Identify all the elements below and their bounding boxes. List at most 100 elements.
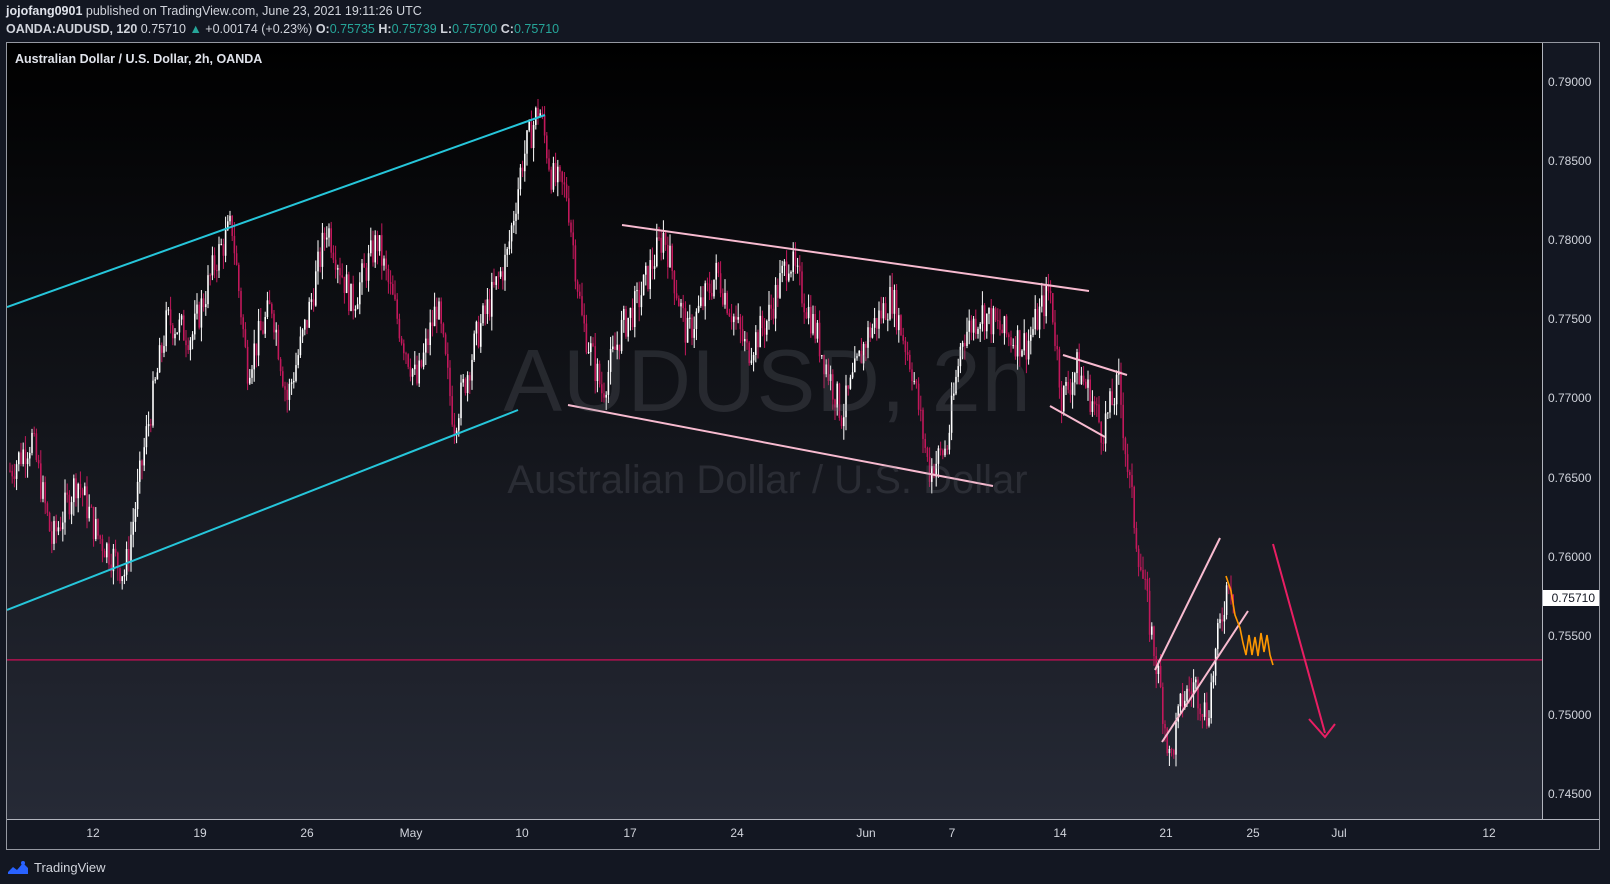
tradingview-brand[interactable]: TradingView [34,860,106,875]
candle-body [579,291,581,297]
candle-body [1168,748,1171,754]
candle-body [851,372,854,378]
descending-channel-upper[interactable] [621,224,1090,292]
candle-body [1162,687,1164,724]
candle-body [473,333,475,360]
wedge-lower[interactable] [1161,610,1249,743]
candle-body [1043,295,1045,317]
chart-frame [6,42,1600,850]
tradingview-logo-icon[interactable] [7,860,29,876]
candle-body [920,409,922,411]
candle-body [312,299,315,306]
candle-body [418,360,420,384]
candle-body [187,345,189,350]
candle-body [1113,404,1116,406]
flag-upper[interactable] [1062,354,1128,376]
candle-body [240,291,242,318]
candle-body [1166,728,1168,754]
candle-body [317,251,319,272]
candle-body [337,268,339,270]
candle-body [293,380,295,383]
author-name[interactable]: jojofang0901 [6,4,83,18]
candle-body [565,184,568,199]
candle-body [1023,333,1025,351]
candle-body [926,447,929,457]
candle-body [321,232,324,267]
price-tick-label: 0.78000 [1548,232,1592,247]
candle-body [365,267,368,281]
candle-body [350,283,352,311]
candle-body [453,424,456,435]
high-label: H: [378,22,392,36]
candle-body [1087,379,1089,388]
candle-body [843,417,845,427]
candle-body [508,241,511,249]
candle-body [878,310,880,329]
candle-body [678,298,680,307]
candle-body [475,321,478,334]
candle-body [112,548,115,572]
candle-body [381,235,383,266]
change-arrow: ▲ [189,22,202,36]
candle-body [904,340,907,353]
candle-body [194,313,196,335]
time-tick-label: 21 [1159,826,1173,840]
candle-body [460,382,462,419]
candle-body [521,167,524,172]
price-chart[interactable] [7,43,1542,819]
ascending-channel-upper[interactable] [7,114,546,308]
candle-body [574,245,577,282]
candle-body [290,382,293,384]
candle-body [224,229,227,256]
candle-body [1197,679,1199,709]
candle-body [343,276,346,293]
candle-body [18,452,20,465]
candle-body [398,318,401,339]
candle-body [103,550,106,558]
down-arrow-shaft[interactable] [1272,543,1326,734]
candle-body [13,476,16,479]
candle-body [101,538,104,551]
candle-body [477,321,480,347]
candle-body [416,364,418,384]
candle-body [625,309,627,337]
flag-lower[interactable] [1049,405,1106,438]
time-tick-label: 12 [86,826,100,840]
candle-body [645,265,647,275]
candle-body [1091,401,1094,412]
candle-body [471,359,473,381]
candle-body [986,313,988,332]
candle-series [9,99,1234,767]
candle-body [392,283,394,295]
candle-body [251,369,253,378]
candle-body [895,289,898,331]
candle-body [570,222,572,233]
candle-body [1027,340,1030,360]
candle-body [697,305,700,312]
candle-body [669,245,671,268]
candle-body [759,315,761,348]
candle-body [334,259,337,270]
candle-body [719,273,722,294]
candle-body [849,377,852,389]
candle-body [238,264,240,292]
candle-body [90,506,93,508]
projection-path[interactable] [1225,575,1274,666]
candle-body [722,293,724,305]
candle-body [827,364,830,381]
candle-body [620,319,623,352]
candle-body [40,463,42,499]
candle-body [1124,438,1127,455]
candle-body [695,311,698,330]
descending-channel-lower[interactable] [567,404,994,487]
candle-body [1153,626,1155,656]
candle-body [37,459,40,464]
wedge-upper[interactable] [1154,537,1221,671]
candle-body [651,260,654,269]
candle-body [684,308,687,343]
candle-body [310,299,313,302]
candle-body [979,323,981,329]
candle-body [97,519,99,536]
ascending-channel-lower[interactable] [7,409,519,611]
candle-body [134,509,137,522]
